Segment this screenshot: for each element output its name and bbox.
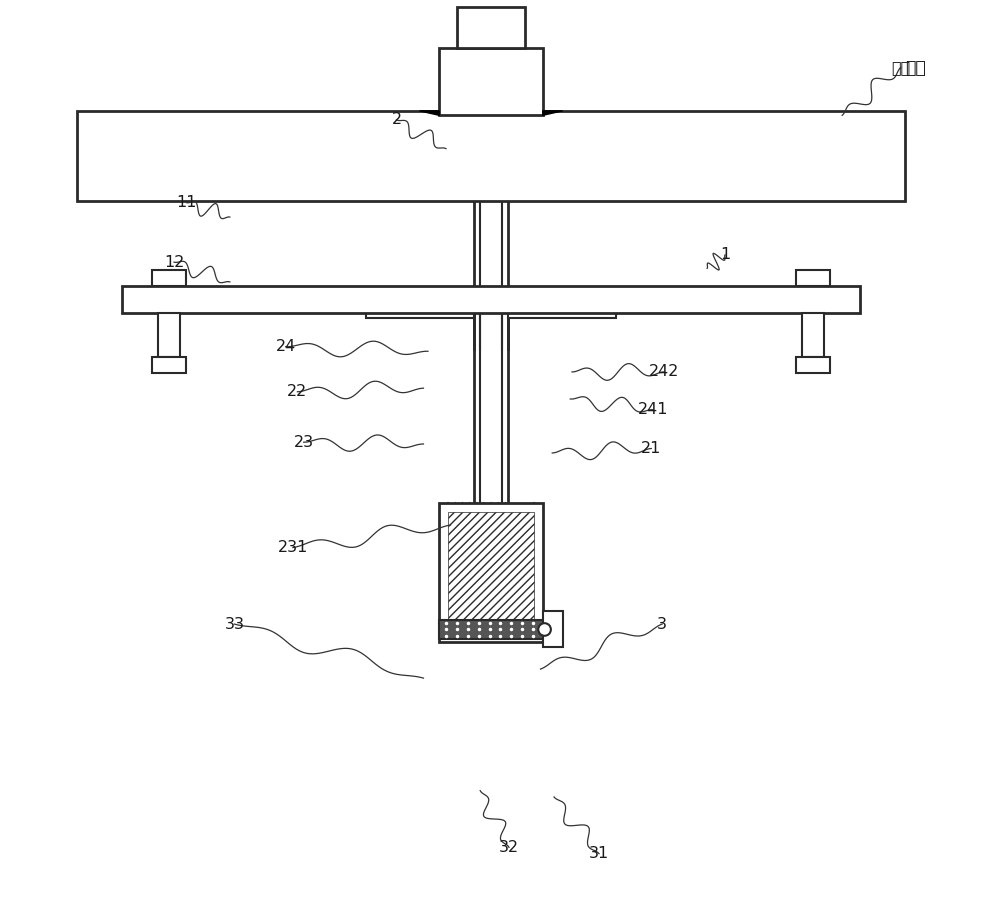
Text: 231: 231	[278, 540, 308, 555]
Bar	[796, 270, 830, 286]
Text: 11: 11	[176, 195, 197, 210]
Bar	[439, 48, 543, 115]
Text: 2: 2	[391, 112, 402, 128]
Bar	[152, 270, 186, 286]
Text: 33: 33	[224, 617, 244, 631]
Bar	[122, 286, 860, 313]
Bar	[158, 313, 180, 357]
Bar	[448, 512, 534, 620]
Bar	[802, 313, 824, 357]
Text: 31: 31	[589, 846, 609, 862]
Text: 21: 21	[641, 441, 661, 456]
Text: 32: 32	[499, 840, 519, 855]
Text: 3: 3	[657, 617, 667, 631]
Bar	[457, 7, 525, 48]
Text: 管道: 管道	[905, 59, 926, 77]
Bar	[439, 503, 543, 642]
Polygon shape	[508, 313, 616, 318]
Bar	[543, 611, 563, 647]
Text: 1: 1	[720, 247, 730, 263]
Text: 242: 242	[649, 364, 679, 380]
Polygon shape	[543, 111, 563, 115]
Text: 22: 22	[287, 384, 308, 400]
Text: 管道: 管道	[891, 60, 910, 75]
Bar	[152, 357, 186, 373]
Bar	[439, 620, 543, 640]
Text: 12: 12	[164, 255, 184, 270]
Polygon shape	[366, 313, 474, 318]
Circle shape	[538, 623, 551, 636]
Text: 241: 241	[638, 402, 668, 418]
Text: 23: 23	[294, 435, 314, 449]
Bar	[796, 357, 830, 373]
Text: 24: 24	[276, 339, 296, 354]
Bar	[77, 111, 905, 201]
Polygon shape	[419, 111, 439, 115]
